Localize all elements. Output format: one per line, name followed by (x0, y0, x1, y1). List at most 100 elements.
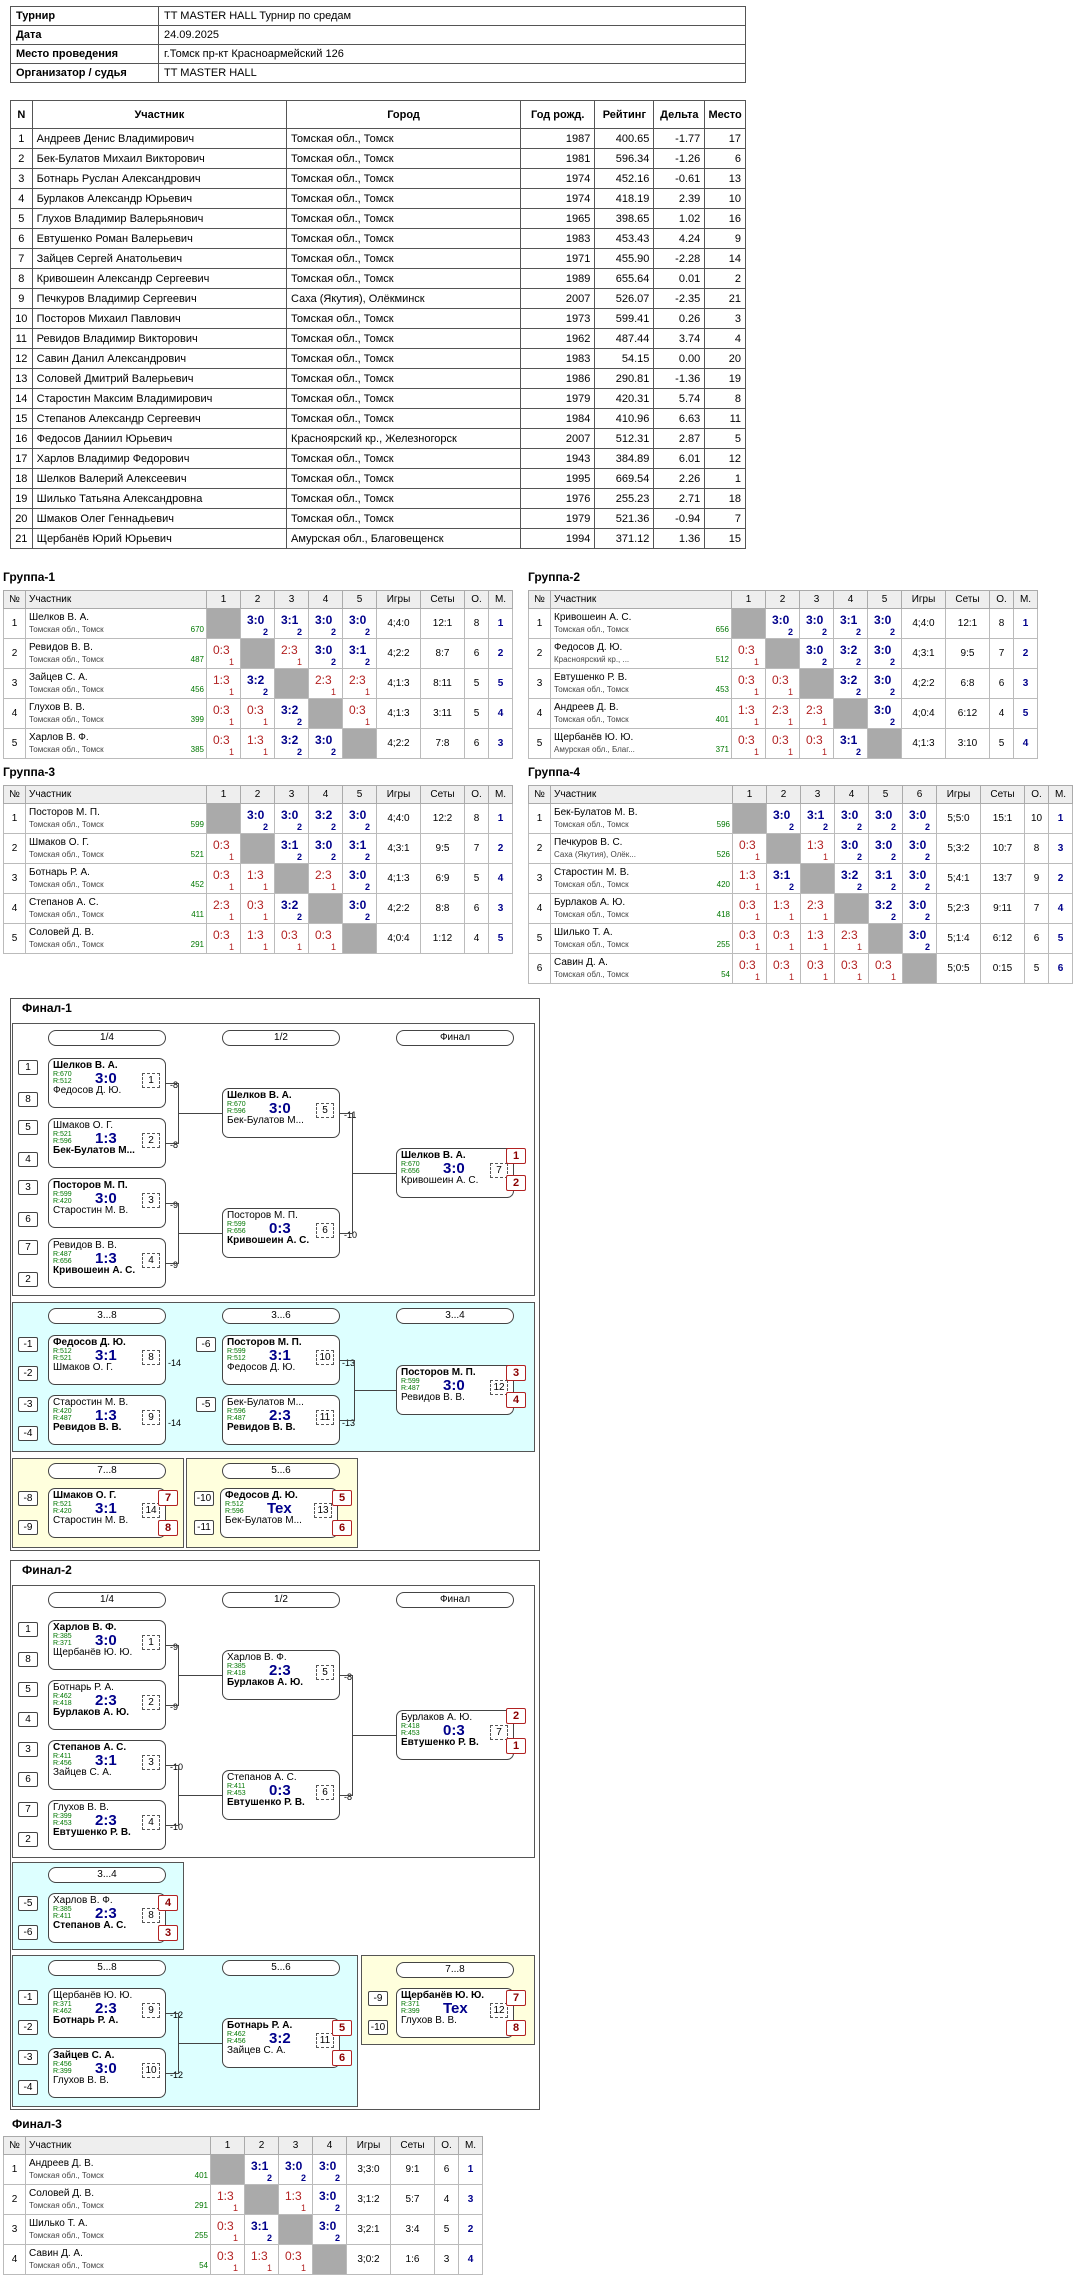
header-opponent: 2 (765, 590, 800, 609)
points-cell: 7 (464, 833, 489, 864)
participant-cell: 2 (704, 268, 746, 289)
column-header: Участник (31, 100, 288, 129)
player-name: Шилько Т. А. (29, 2217, 88, 2229)
match-rating-1: R:599 (401, 1378, 420, 1385)
sets-cell: 9:5 (945, 638, 990, 669)
participant-cell: 1981 (520, 148, 596, 169)
player-rating: 401 (715, 714, 729, 724)
score-points: 1 (890, 971, 896, 982)
final-1-title: Финал-1 (22, 1001, 72, 1015)
match-rating-1: R:521 (53, 1501, 72, 1508)
match-number: 3 (142, 1755, 160, 1770)
games-cell: 4;1:3 (376, 698, 421, 729)
score-cell: 0:3 1 (278, 2244, 313, 2275)
seed-box: -2 (18, 1366, 38, 1381)
score-cell: 0:3 1 (274, 923, 309, 954)
bracket-line (340, 1113, 352, 1114)
bracket-line (166, 1765, 178, 1766)
group-header-row: № Участник 1 2 3 4 5 Игры Сеты О. М. (3, 590, 513, 609)
score-cell: 2:3 1 (206, 893, 241, 924)
match-rating-2: R:418 (227, 1670, 246, 1677)
match-player-1: Щербанёв Ю. Ю. (401, 1990, 485, 2001)
bracket-match: Федосов Д. Ю. R:512 R:521 Шмаков О. Г. 3:1 8 (48, 1335, 166, 1385)
self-cell (308, 893, 343, 924)
score-value: 0:3 (841, 957, 858, 972)
info-value: г.Томск пр-кт Красноармейский 126 (158, 44, 746, 64)
games-cell: 4;2:2 (376, 728, 421, 759)
bracket-line (166, 1645, 178, 1646)
self-cell (867, 728, 902, 759)
score-cell: 1:3 1 (800, 923, 835, 954)
points-cell: 7 (1024, 893, 1049, 924)
score-cell: 3:2 2 (308, 803, 343, 834)
bracket-match: Степанов А. С. R:411 R:453 Евтушенко Р. В. 0… (222, 1770, 340, 1820)
bracket-line (352, 1173, 396, 1174)
sets-cell: 9:11 (980, 893, 1025, 924)
match-number: 13 (314, 1503, 332, 1518)
score-points: 2 (364, 626, 370, 637)
info-row: Турнир TT MASTER HALL Турнир по средам (10, 6, 746, 26)
header-opponent: 3 (800, 785, 835, 804)
score-value: 1:3 (807, 927, 824, 942)
player-cell: Андреев Д. В. Томская обл., Томск 401 (25, 2154, 211, 2185)
participant-cell: 19 (10, 488, 33, 509)
bracket-line (166, 1263, 178, 1264)
header-name: Участник (25, 590, 207, 609)
self-cell (342, 923, 377, 954)
score-points: 1 (262, 746, 268, 757)
score-cell: 3:0 2 (867, 638, 902, 669)
score-value: 0:3 (773, 957, 790, 972)
participant-cell: Соловей Дмитрий Валерьевич (31, 368, 288, 389)
header-opponent: 4 (833, 590, 868, 609)
header-num: № (3, 785, 26, 804)
match-rating-1: R:512 (225, 1501, 244, 1508)
match-number: 4 (142, 1815, 160, 1830)
match-score: 0:3 1 (871, 955, 900, 983)
score-points: 2 (334, 2172, 340, 2183)
match-score: 0:3 1 (213, 2246, 242, 2274)
participant-cell: Глухов Владимир Валерьянович (31, 208, 288, 229)
score-value: 3:0 (909, 897, 927, 912)
seed-box: -8 (18, 1491, 38, 1506)
player-meta: Томская обл., Томск 420 (554, 879, 730, 891)
score-points: 2 (266, 2232, 272, 2243)
round-label: 1/2 (222, 1030, 340, 1046)
player-city: Томская обл., Томск (554, 819, 629, 829)
player-meta: Томская обл., Томск 411 (29, 909, 204, 921)
score-cell: 0:3 1 (766, 953, 801, 984)
score-cell: 3:2 2 (833, 638, 868, 669)
seed-box: -6 (18, 1925, 38, 1940)
games-cell: 4;0:4 (376, 923, 421, 954)
participant-cell: 20 (704, 348, 746, 369)
participant-cell: 1983 (520, 228, 596, 249)
participant-cell: 9 (10, 288, 33, 309)
bracket-match: Старостин М. В. R:420 R:487 Ревидов В. В. 1:… (48, 1395, 166, 1445)
match-rating-1: R:599 (53, 1191, 72, 1198)
match-player-2: Глухов В. В. (401, 2015, 457, 2026)
row-number: 1 (3, 2154, 26, 2185)
match-score: 3:1 2 (836, 730, 865, 758)
final-place-box: 6 (332, 2050, 352, 2066)
match-player-2: Бек-Булатов М... (225, 1515, 302, 1526)
round-label: 5...6 (222, 1960, 340, 1976)
bracket-line (178, 1233, 222, 1234)
participant-cell: 6.01 (653, 448, 706, 469)
group-header-row: № Участник 1 2 3 4 5 6 Игры Сеты О. М. (528, 785, 1073, 804)
score-cell: 1:3 1 (278, 2184, 313, 2215)
seed-box: -3 (18, 1397, 38, 1412)
group-title: Группа-1 (3, 570, 56, 584)
score-cell: 0:3 1 (342, 698, 377, 729)
match-player-2: Кривошеин А. С. (401, 1175, 479, 1186)
participant-cell: Томская обл., Томск (286, 328, 522, 349)
match-rating-1: R:385 (53, 1906, 72, 1913)
score-value: 3:2 (315, 807, 333, 822)
score-cell: 3:0 2 (868, 803, 903, 834)
match-rating-2: R:521 (53, 1355, 72, 1362)
place-cell: 1 (458, 2154, 483, 2185)
score-points: 1 (300, 2202, 306, 2213)
score-cell: 3:0 2 (868, 833, 903, 864)
match-score: 0:3 1 (735, 835, 764, 863)
player-rating: 487 (190, 654, 204, 664)
participant-cell: Томская обл., Томск (286, 168, 522, 189)
score-cell: 2:3 1 (799, 698, 834, 729)
